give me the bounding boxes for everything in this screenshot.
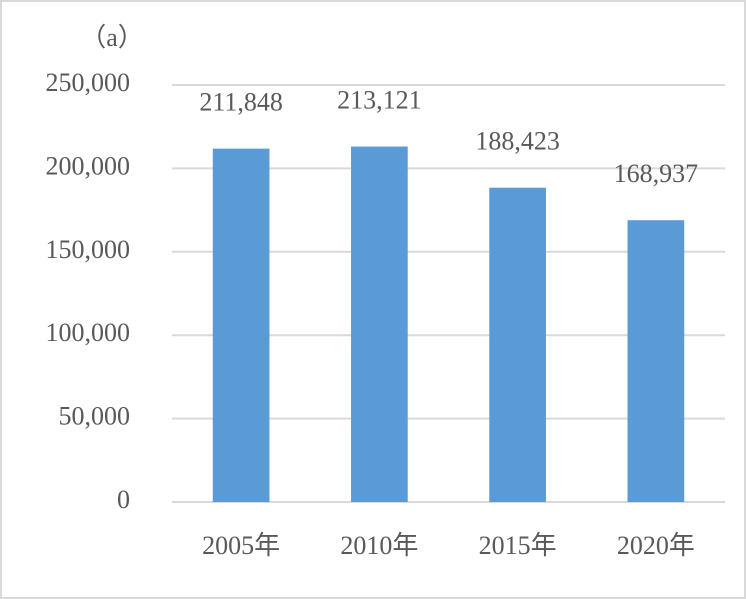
data-label: 188,423 bbox=[475, 127, 560, 156]
bar bbox=[351, 146, 408, 503]
y-tick-label: 200,000 bbox=[46, 151, 131, 180]
y-tick-label: 250,000 bbox=[46, 68, 131, 97]
y-tick-label: 150,000 bbox=[46, 235, 131, 264]
x-tick-label: 2005年 bbox=[202, 531, 280, 560]
x-tick-label: 2015年 bbox=[479, 531, 557, 560]
data-label: 168,937 bbox=[614, 159, 699, 188]
y-tick-label: 0 bbox=[117, 485, 130, 514]
bar bbox=[212, 148, 270, 502]
y-tick-label: 100,000 bbox=[46, 318, 131, 347]
data-label: 211,848 bbox=[199, 88, 283, 117]
chart-title: （a） bbox=[80, 23, 144, 52]
y-tick-label: 50,000 bbox=[59, 402, 131, 431]
x-tick-label: 2020年 bbox=[617, 531, 695, 560]
x-tick-label: 2010年 bbox=[340, 531, 418, 560]
bar bbox=[627, 220, 685, 503]
data-label: 213,121 bbox=[337, 85, 422, 114]
bar bbox=[489, 187, 546, 502]
